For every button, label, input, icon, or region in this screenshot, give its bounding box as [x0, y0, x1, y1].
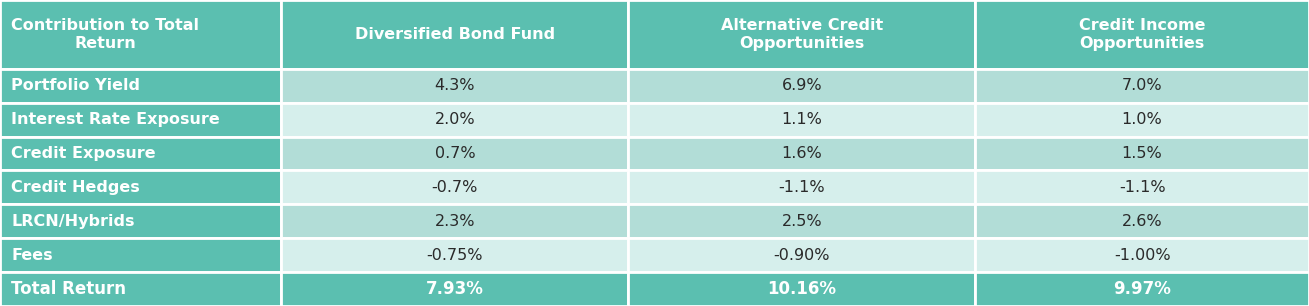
FancyBboxPatch shape — [628, 103, 975, 136]
FancyBboxPatch shape — [281, 204, 628, 238]
Text: 2.3%: 2.3% — [435, 214, 475, 229]
FancyBboxPatch shape — [281, 69, 628, 103]
Text: Credit Income
Opportunities: Credit Income Opportunities — [1079, 18, 1206, 51]
FancyBboxPatch shape — [281, 272, 628, 306]
Text: 9.97%: 9.97% — [1113, 280, 1172, 298]
FancyBboxPatch shape — [628, 136, 975, 170]
Text: 7.0%: 7.0% — [1122, 78, 1162, 93]
Text: -1.00%: -1.00% — [1114, 248, 1170, 263]
FancyBboxPatch shape — [975, 69, 1309, 103]
Text: 1.0%: 1.0% — [1122, 112, 1162, 127]
Text: 4.3%: 4.3% — [435, 78, 475, 93]
FancyBboxPatch shape — [0, 238, 281, 272]
Text: 10.16%: 10.16% — [767, 280, 836, 298]
FancyBboxPatch shape — [0, 204, 281, 238]
Text: Total Return: Total Return — [12, 280, 126, 298]
Text: Credit Exposure: Credit Exposure — [12, 146, 156, 161]
Text: 2.0%: 2.0% — [435, 112, 475, 127]
Text: 1.6%: 1.6% — [781, 146, 822, 161]
FancyBboxPatch shape — [975, 204, 1309, 238]
Text: -1.1%: -1.1% — [1119, 180, 1165, 195]
FancyBboxPatch shape — [281, 136, 628, 170]
Text: -1.1%: -1.1% — [779, 180, 825, 195]
FancyBboxPatch shape — [975, 103, 1309, 136]
FancyBboxPatch shape — [975, 136, 1309, 170]
FancyBboxPatch shape — [0, 272, 281, 306]
Text: 7.93%: 7.93% — [425, 280, 484, 298]
FancyBboxPatch shape — [281, 170, 628, 204]
Text: Alternative Credit
Opportunities: Alternative Credit Opportunities — [721, 18, 882, 51]
Text: -0.90%: -0.90% — [774, 248, 830, 263]
Text: Contribution to Total
Return: Contribution to Total Return — [12, 18, 199, 51]
FancyBboxPatch shape — [975, 170, 1309, 204]
Text: Interest Rate Exposure: Interest Rate Exposure — [12, 112, 220, 127]
FancyBboxPatch shape — [0, 103, 281, 136]
Text: 1.1%: 1.1% — [781, 112, 822, 127]
FancyBboxPatch shape — [628, 272, 975, 306]
FancyBboxPatch shape — [281, 0, 628, 69]
FancyBboxPatch shape — [628, 170, 975, 204]
Text: Diversified Bond Fund: Diversified Bond Fund — [355, 27, 555, 42]
Text: Portfolio Yield: Portfolio Yield — [12, 78, 140, 93]
FancyBboxPatch shape — [281, 238, 628, 272]
Text: 0.7%: 0.7% — [435, 146, 475, 161]
FancyBboxPatch shape — [628, 238, 975, 272]
FancyBboxPatch shape — [628, 204, 975, 238]
Text: -0.7%: -0.7% — [432, 180, 478, 195]
Text: 2.6%: 2.6% — [1122, 214, 1162, 229]
Text: Fees: Fees — [12, 248, 52, 263]
Text: 6.9%: 6.9% — [781, 78, 822, 93]
FancyBboxPatch shape — [281, 103, 628, 136]
FancyBboxPatch shape — [0, 136, 281, 170]
Text: 2.5%: 2.5% — [781, 214, 822, 229]
Text: LRCN/Hybrids: LRCN/Hybrids — [12, 214, 135, 229]
Text: -0.75%: -0.75% — [427, 248, 483, 263]
Text: Credit Hedges: Credit Hedges — [12, 180, 140, 195]
FancyBboxPatch shape — [0, 170, 281, 204]
FancyBboxPatch shape — [0, 69, 281, 103]
FancyBboxPatch shape — [975, 272, 1309, 306]
FancyBboxPatch shape — [628, 0, 975, 69]
FancyBboxPatch shape — [975, 0, 1309, 69]
FancyBboxPatch shape — [975, 238, 1309, 272]
FancyBboxPatch shape — [628, 69, 975, 103]
Text: 1.5%: 1.5% — [1122, 146, 1162, 161]
FancyBboxPatch shape — [0, 0, 281, 69]
